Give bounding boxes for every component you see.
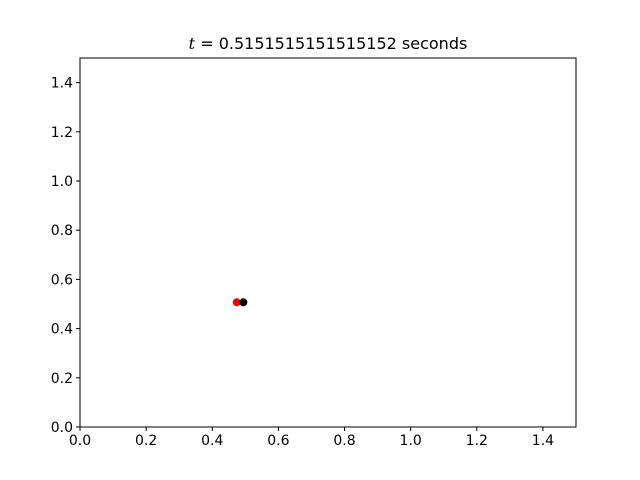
x-tick-label: 0.8 (333, 433, 355, 449)
x-tick-label: 0.4 (201, 433, 223, 449)
y-tick-label: 0.0 (51, 420, 73, 436)
x-tick-label: 1.4 (532, 433, 554, 449)
x-tick-label: 1.2 (466, 433, 488, 449)
x-tick-label: 0.2 (135, 433, 157, 449)
x-tick-label: 0.0 (69, 433, 91, 449)
y-tick-label: 0.8 (51, 223, 73, 239)
data-point-2 (239, 298, 248, 307)
title-unit: seconds (397, 34, 467, 53)
data-point-1 (232, 298, 241, 307)
data-points (232, 298, 248, 307)
y-tick-label: 0.2 (51, 371, 73, 387)
y-tick-label: 0.6 (51, 272, 73, 288)
x-tick-label: 0.6 (267, 433, 289, 449)
y-tick-label: 0.4 (51, 322, 73, 338)
title-variable: t (189, 34, 196, 53)
x-axis-ticks: 0.0 0.2 0.4 0.6 0.8 1.0 1.2 1.4 (69, 427, 554, 449)
y-tick-label: 1.4 (51, 76, 73, 92)
title-equals: = (195, 34, 219, 53)
y-axis-ticks: 0.0 0.2 0.4 0.6 0.8 1.0 1.2 1.4 (51, 76, 80, 436)
y-tick-label: 1.2 (51, 125, 73, 141)
x-tick-label: 1.0 (400, 433, 422, 449)
plot-area-frame (79, 57, 577, 428)
title-value: 0.5151515151515152 (219, 34, 397, 53)
chart-title: t = 0.5151515151515152 seconds (189, 34, 468, 53)
y-tick-label: 1.0 (51, 174, 73, 190)
